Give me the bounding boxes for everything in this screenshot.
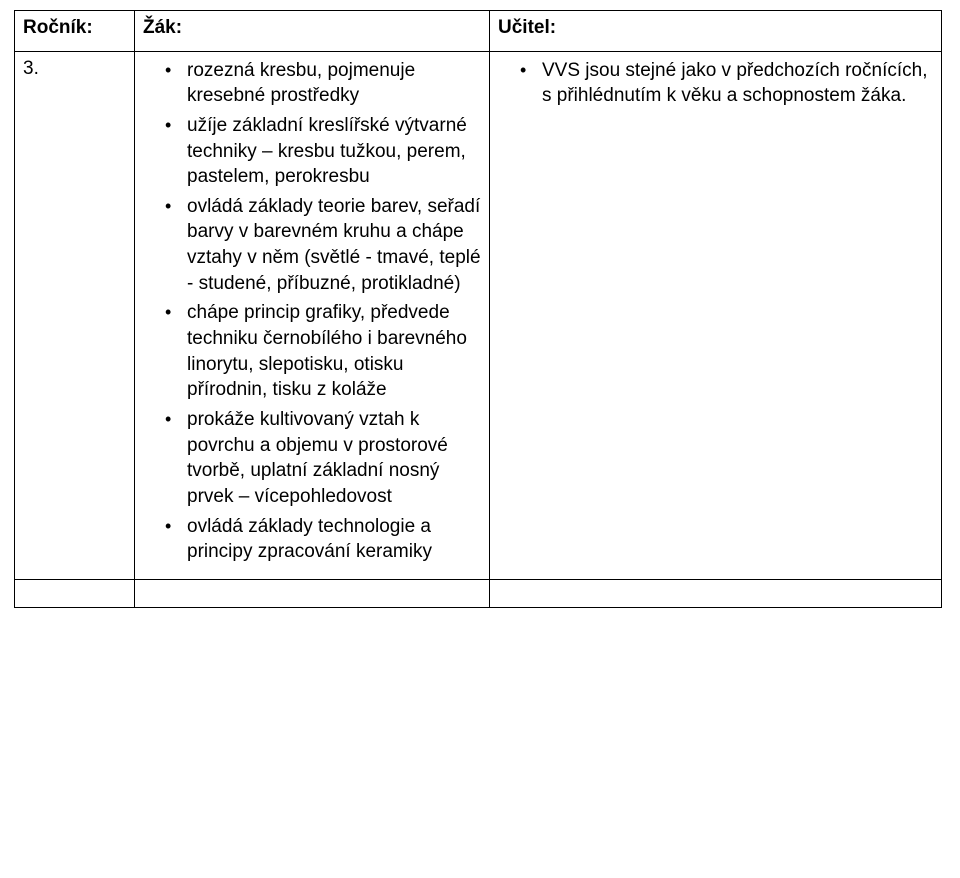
list-item: rozezná kresbu, pojmenuje kresebné prost… <box>171 58 481 113</box>
grade-cell: 3. <box>15 51 135 579</box>
empty-cell <box>15 579 135 607</box>
table-header-row: Ročník: Žák: Učitel: <box>15 11 942 52</box>
empty-cell <box>135 579 490 607</box>
list-item: VVS jsou stejné jako v předchozích roční… <box>526 58 933 113</box>
header-zak: Žák: <box>135 11 490 52</box>
ucitel-cell: VVS jsou stejné jako v předchozích roční… <box>490 51 942 579</box>
empty-cell <box>490 579 942 607</box>
list-item: ovládá základy teorie barev, seřadí barv… <box>171 194 481 301</box>
zak-list: rozezná kresbu, pojmenuje kresebné prost… <box>143 58 481 569</box>
page: Ročník: Žák: Učitel: 3. rozezná kresbu, … <box>0 0 960 618</box>
list-item: ovládá základy technologie a principy zp… <box>171 514 481 569</box>
ucitel-list: VVS jsou stejné jako v předchozích roční… <box>498 58 933 113</box>
table-empty-row <box>15 579 942 607</box>
header-rocnik: Ročník: <box>15 11 135 52</box>
list-item: užíje základní kreslířské výtvarné techn… <box>171 113 481 194</box>
header-ucitel: Učitel: <box>490 11 942 52</box>
zak-cell: rozezná kresbu, pojmenuje kresebné prost… <box>135 51 490 579</box>
list-item: prokáže kultivovaný vztah k povrchu a ob… <box>171 407 481 514</box>
list-item: chápe princip grafiky, předvede techniku… <box>171 300 481 407</box>
curriculum-table: Ročník: Žák: Učitel: 3. rozezná kresbu, … <box>14 10 942 608</box>
table-body-row: 3. rozezná kresbu, pojmenuje kresebné pr… <box>15 51 942 579</box>
